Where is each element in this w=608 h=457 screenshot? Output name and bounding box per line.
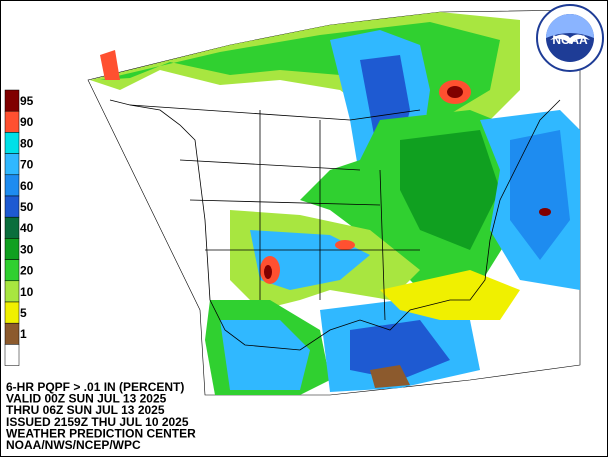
- footer-line: 6-HR PQPF > .01 IN (PERCENT): [6, 380, 184, 394]
- footer-line: WEATHER PREDICTION CENTER: [6, 426, 196, 440]
- legend-swatch: [4, 195, 20, 218]
- footer-line: VALID 00Z SUN JUL 13 2025: [6, 392, 167, 406]
- legend-label: 40: [20, 221, 34, 235]
- legend-label: 10: [20, 285, 34, 299]
- legend-swatch: [4, 259, 20, 282]
- legend-label: 20: [20, 264, 34, 278]
- legend-swatch: [4, 238, 20, 260]
- legend-label: 80: [20, 136, 34, 150]
- footer-line: ISSUED 2159Z THU JUL 10 2025: [6, 415, 189, 429]
- legend-swatch: [4, 132, 20, 154]
- legend-swatch: [4, 344, 20, 366]
- noaa-logo: NOAA: [536, 4, 604, 72]
- legend-swatch: [4, 174, 20, 197]
- footer-line: THRU 06Z SUN JUL 13 2025: [6, 403, 165, 417]
- precip-field: [87, 9, 581, 396]
- legend-label: 50: [20, 200, 34, 214]
- legend-swatch: [4, 110, 20, 133]
- legend-swatch: [4, 322, 20, 345]
- legend-label: 1: [20, 327, 27, 341]
- legend-label: 90: [20, 115, 34, 129]
- legend-label: 70: [20, 158, 34, 172]
- legend-swatch: [4, 216, 20, 239]
- legend-label: 5: [20, 306, 27, 320]
- legend-swatch: [4, 301, 20, 324]
- legend-swatch: [4, 89, 20, 112]
- boundaries: [109, 99, 561, 351]
- legend: 95 90 80 70 60 50 40 30 20 10 5 1: [4, 89, 34, 366]
- legend-label: 95: [20, 94, 34, 108]
- legend-swatch: [4, 280, 20, 303]
- logo-text: NOAA: [552, 33, 588, 47]
- legend-label: 30: [20, 242, 34, 256]
- legend-label: 60: [20, 179, 34, 193]
- footer-line: NOAA/NWS/NCEP/WPC: [6, 438, 141, 452]
- legend-swatch: [4, 153, 20, 176]
- footer: 6-HR PQPF > .01 IN (PERCENT)VALID 00Z SU…: [6, 380, 196, 452]
